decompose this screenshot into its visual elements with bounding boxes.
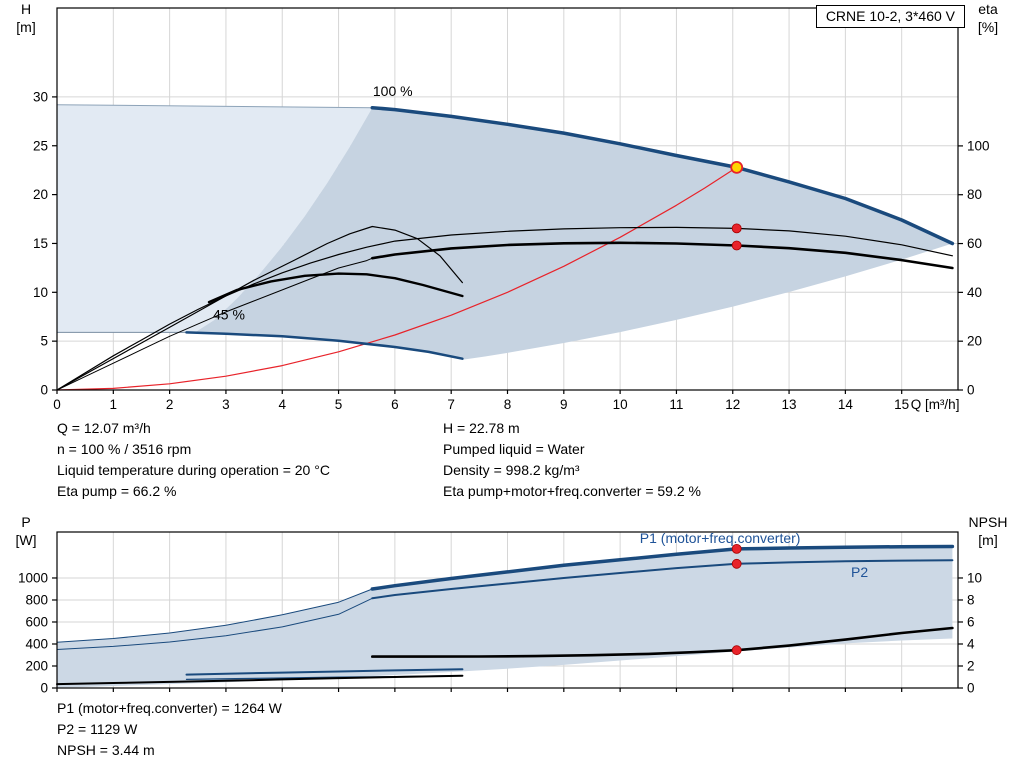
speed-45-label: 45 % bbox=[213, 307, 245, 323]
y-right-tick-label: 2 bbox=[967, 658, 975, 673]
p2-curve-rise bbox=[56, 597, 373, 650]
y-right-tick-label: 6 bbox=[967, 614, 975, 629]
y-right-tick-label: 80 bbox=[967, 187, 982, 202]
pump-curve-45 bbox=[185, 331, 464, 360]
x-tick-label: 4 bbox=[278, 397, 286, 412]
x-tick-label: 10 bbox=[613, 397, 628, 412]
x-tick-label: 15 bbox=[894, 397, 909, 412]
eta-pump-duty-point bbox=[731, 223, 742, 234]
info-line-speed: n = 100 % / 3516 rpm bbox=[57, 441, 192, 457]
operating-envelope bbox=[195, 107, 953, 360]
left-axis-title: P bbox=[21, 514, 30, 530]
info-line-flow: Q = 12.07 m³/h bbox=[57, 420, 151, 436]
y-left-tick-label: 20 bbox=[33, 187, 48, 202]
info-line-pumped-liquid: Pumped liquid = Water bbox=[443, 441, 585, 457]
envelope-top-edge bbox=[56, 104, 373, 109]
x-tick-label: 6 bbox=[391, 397, 399, 412]
x-tick-label: 11 bbox=[669, 397, 683, 412]
x-tick-label: 8 bbox=[504, 397, 512, 412]
y-left-tick-label: 1000 bbox=[18, 570, 48, 585]
pump-model-title-box: CRNE 10-2, 3*460 V bbox=[815, 5, 965, 28]
eta-total-curve bbox=[370, 241, 954, 270]
y-right-tick-label: 100 bbox=[967, 138, 990, 153]
speed-100-label: 100 % bbox=[373, 83, 413, 99]
y-right-tick-label: 0 bbox=[967, 383, 975, 398]
y-right-tick-label: 20 bbox=[967, 334, 982, 349]
pump-curve-100 bbox=[370, 105, 955, 246]
p1-curve-rise bbox=[56, 588, 373, 643]
operating-envelope-light bbox=[57, 104, 373, 333]
p2-duty-point bbox=[731, 558, 742, 569]
x-tick-label: 5 bbox=[335, 397, 343, 412]
y-right-tick-label: 8 bbox=[967, 592, 975, 607]
duty-point bbox=[730, 160, 744, 174]
info-line-npsh: NPSH = 3.44 m bbox=[57, 742, 155, 758]
x-axis-title: Q [m³/h] bbox=[911, 397, 960, 412]
x-tick-label: 7 bbox=[447, 397, 455, 412]
x-tick-label: 9 bbox=[560, 397, 568, 412]
x-tick-label: 0 bbox=[53, 397, 61, 412]
x-tick-label: 1 bbox=[110, 397, 118, 412]
y-left-tick-label: 25 bbox=[33, 138, 48, 153]
info-line-eta-pump: Eta pump = 66.2 % bbox=[57, 483, 177, 499]
y-left-tick-label: 0 bbox=[40, 681, 48, 696]
eta-total-rise bbox=[56, 257, 373, 391]
y-left-tick-label: 10 bbox=[33, 285, 48, 300]
npsh-duty-point bbox=[731, 645, 742, 656]
p1-curve bbox=[370, 544, 955, 591]
y-left-tick-label: 30 bbox=[33, 89, 48, 104]
duty-info-left-column: Q = 12.07 m³/h n = 100 % / 3516 rpm Liqu… bbox=[57, 418, 330, 502]
power-info-column: P1 (motor+freq.converter) = 1264 W P2 = … bbox=[57, 698, 282, 761]
y-right-tick-label: 10 bbox=[967, 570, 982, 585]
info-line-p2: P2 = 1129 W bbox=[57, 721, 138, 737]
eta-total-duty-point bbox=[731, 240, 742, 251]
info-line-head: H = 22.78 m bbox=[443, 420, 520, 436]
y-right-tick-label: 4 bbox=[967, 636, 975, 651]
npsh-curve bbox=[370, 626, 954, 658]
power-envelope bbox=[57, 546, 953, 688]
x-tick-label: 14 bbox=[838, 397, 854, 412]
p1-curve-label: P1 (motor+freq.converter) bbox=[640, 530, 801, 546]
info-line-density: Density = 998.2 kg/m³ bbox=[443, 462, 580, 478]
p1-curve-45 bbox=[185, 668, 464, 676]
info-line-p1: P1 (motor+freq.converter) = 1264 W bbox=[57, 700, 282, 716]
chart-area-1: 0 200 400 600 800 1000 0 2 4 6 8 10 P [W] NPSH [m] P1 (m… bbox=[16, 514, 1008, 696]
info-line-liquid-temperature: Liquid temperature during operation = 20… bbox=[57, 462, 330, 478]
x-tick-label: 13 bbox=[782, 397, 797, 412]
y-left-tick-label: 800 bbox=[25, 592, 48, 607]
y-right-tick-label: 40 bbox=[967, 285, 982, 300]
y-left-tick-label: 5 bbox=[40, 334, 48, 349]
duty-info-right-column: H = 22.78 m Pumped liquid = Water Densit… bbox=[443, 418, 701, 502]
x-tick-label: 3 bbox=[222, 397, 230, 412]
eta-pump-curve-45 bbox=[56, 225, 463, 391]
speed-affinity-curve bbox=[56, 166, 738, 391]
p2-curve bbox=[371, 559, 954, 600]
p2-curve-label: P2 bbox=[851, 564, 868, 580]
y-left-tick-label: 0 bbox=[40, 383, 48, 398]
pump-model-title: CRNE 10-2, 3*460 V bbox=[825, 8, 955, 24]
right-axis-title: NPSH bbox=[969, 514, 1008, 530]
p1-duty-point bbox=[731, 544, 742, 554]
right-axis-title: eta bbox=[978, 1, 998, 17]
info-line-eta-total: Eta pump+motor+freq.converter = 59.2 % bbox=[443, 483, 701, 499]
left-axis-unit: [m] bbox=[16, 19, 35, 35]
right-axis-unit: [m] bbox=[978, 532, 997, 548]
eta-total-curve-45 bbox=[207, 272, 464, 304]
x-tick-label: 2 bbox=[166, 397, 174, 412]
npsh-curve-45 bbox=[56, 674, 464, 686]
y-right-tick-label: 0 bbox=[967, 681, 975, 696]
right-axis-unit: [%] bbox=[978, 19, 998, 35]
left-axis-unit: [W] bbox=[16, 532, 37, 548]
x-tick-label: 12 bbox=[725, 397, 740, 412]
eta-pump-curve-100 bbox=[56, 226, 954, 391]
y-left-tick-label: 400 bbox=[25, 636, 48, 651]
y-left-tick-label: 15 bbox=[33, 236, 48, 251]
y-right-tick-label: 60 bbox=[967, 236, 982, 251]
left-axis-title: H bbox=[21, 1, 31, 17]
y-left-tick-label: 600 bbox=[25, 614, 48, 629]
y-left-tick-label: 200 bbox=[25, 658, 48, 673]
